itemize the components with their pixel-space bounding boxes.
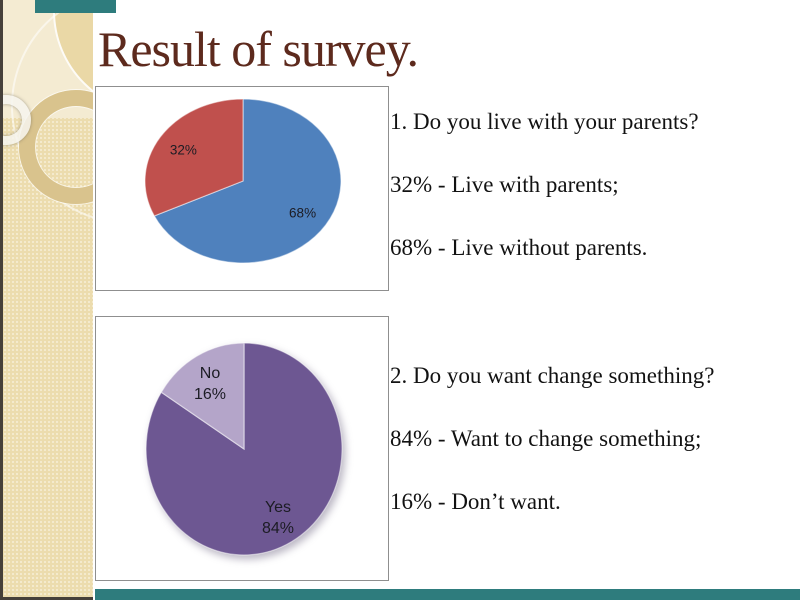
gray-ring-icon — [3, 95, 31, 145]
chart-box-live-with-parents: 68% 32% — [95, 86, 389, 291]
pie-data-label: No 16% — [194, 365, 226, 403]
sidebar-decoration — [0, 0, 93, 600]
pie-data-label: Yes 84% — [262, 499, 294, 537]
pie-data-label: 32% — [170, 142, 197, 157]
answer-2a: 84% - Want to change something; — [390, 426, 702, 451]
chart-box-want-change: Yes 84% No 16% — [95, 316, 389, 581]
pie-chart-live-with-parents: 68% 32% — [144, 98, 342, 264]
question-2: 2. Do you want change something? — [390, 363, 715, 388]
accent-bar-bottom — [95, 589, 800, 600]
pie-slice-32% — [144, 98, 244, 217]
accent-bar-top — [35, 0, 116, 13]
pie-slice-68% — [153, 98, 342, 264]
pie-data-label: 68% — [289, 206, 316, 221]
qa-block-2: 2. Do you want change something? 84% - W… — [390, 363, 795, 552]
qa-block-1: 1. Do you live with your parents? 32% - … — [390, 109, 795, 298]
pie-chart-want-change: Yes 84% No 16% — [145, 342, 343, 556]
pie-slice-No — [160, 342, 245, 451]
page-title: Result of survey. — [98, 21, 419, 77]
answer-1a: 32% - Live with parents; — [390, 172, 619, 197]
question-1: 1. Do you live with your parents? — [390, 109, 699, 134]
answer-1b: 68% - Live without parents. — [390, 235, 648, 260]
answer-2b: 16% - Don’t want. — [390, 489, 561, 514]
